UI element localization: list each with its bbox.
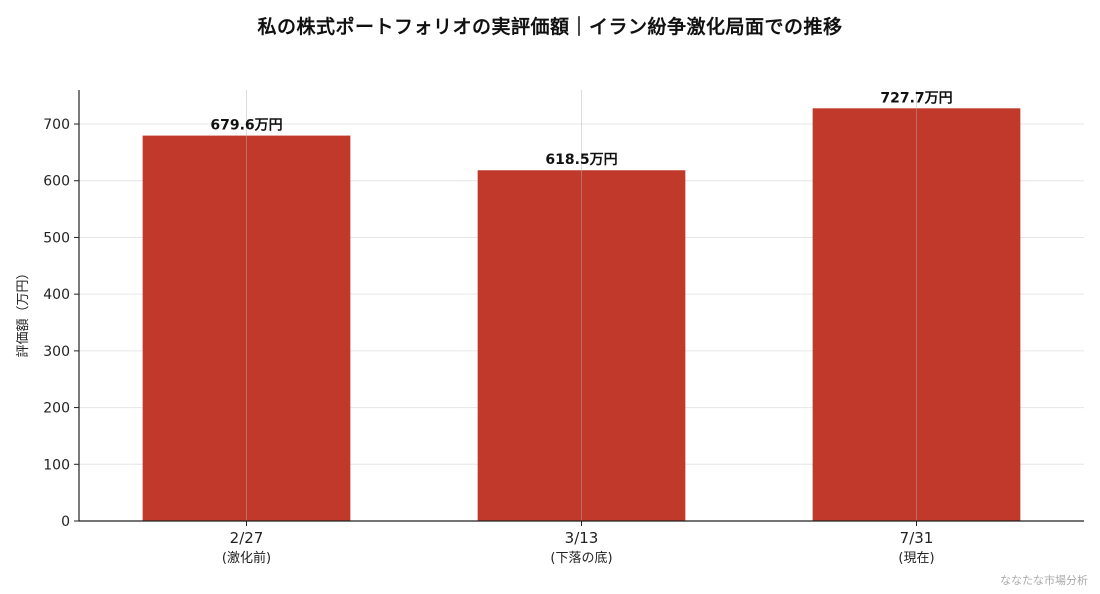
y-tick-label: 0 (61, 514, 70, 530)
label-layer: 2/27 (激化前) 3/13 (下落の底) 7/31 (現在) 679.6万円 618.5万… (210, 90, 952, 566)
watermark: ななたな市場分析 (1000, 574, 1088, 587)
bar-value-label: 679.6万円 (210, 118, 282, 134)
y-axis-label: 評価額（万円） (16, 266, 31, 357)
axis-layer: 0 100 200 300 400 500 600 700 (43, 90, 1084, 530)
x-tick-label: 7/31 (900, 529, 934, 547)
y-tick-label: 300 (43, 344, 70, 360)
bar-1 (142, 135, 351, 521)
bar-value-label: 727.7万円 (880, 90, 952, 106)
bar-3 (812, 108, 1021, 521)
y-tick-label: 200 (43, 401, 70, 417)
y-tick-label: 700 (43, 117, 70, 133)
y-tick-label: 600 (43, 174, 70, 190)
bar-value-label: 618.5万円 (545, 152, 617, 168)
x-tick-sublabel: (激化前) (222, 550, 271, 566)
x-tick-label: 3/13 (565, 529, 599, 547)
x-tick-label: 2/27 (230, 529, 264, 547)
x-tick-sublabel: (現在) (898, 551, 934, 566)
bar-2 (477, 170, 686, 521)
y-tick-label: 400 (43, 287, 70, 303)
y-tick-label: 500 (43, 230, 70, 246)
bar-layer (142, 90, 1021, 521)
chart-title: 私の株式ポートフォリオの実評価額｜イラン紛争激化局面での推移 (257, 16, 843, 38)
y-tick-label: 100 (43, 457, 70, 473)
x-tick-sublabel: (下落の底) (550, 550, 612, 566)
